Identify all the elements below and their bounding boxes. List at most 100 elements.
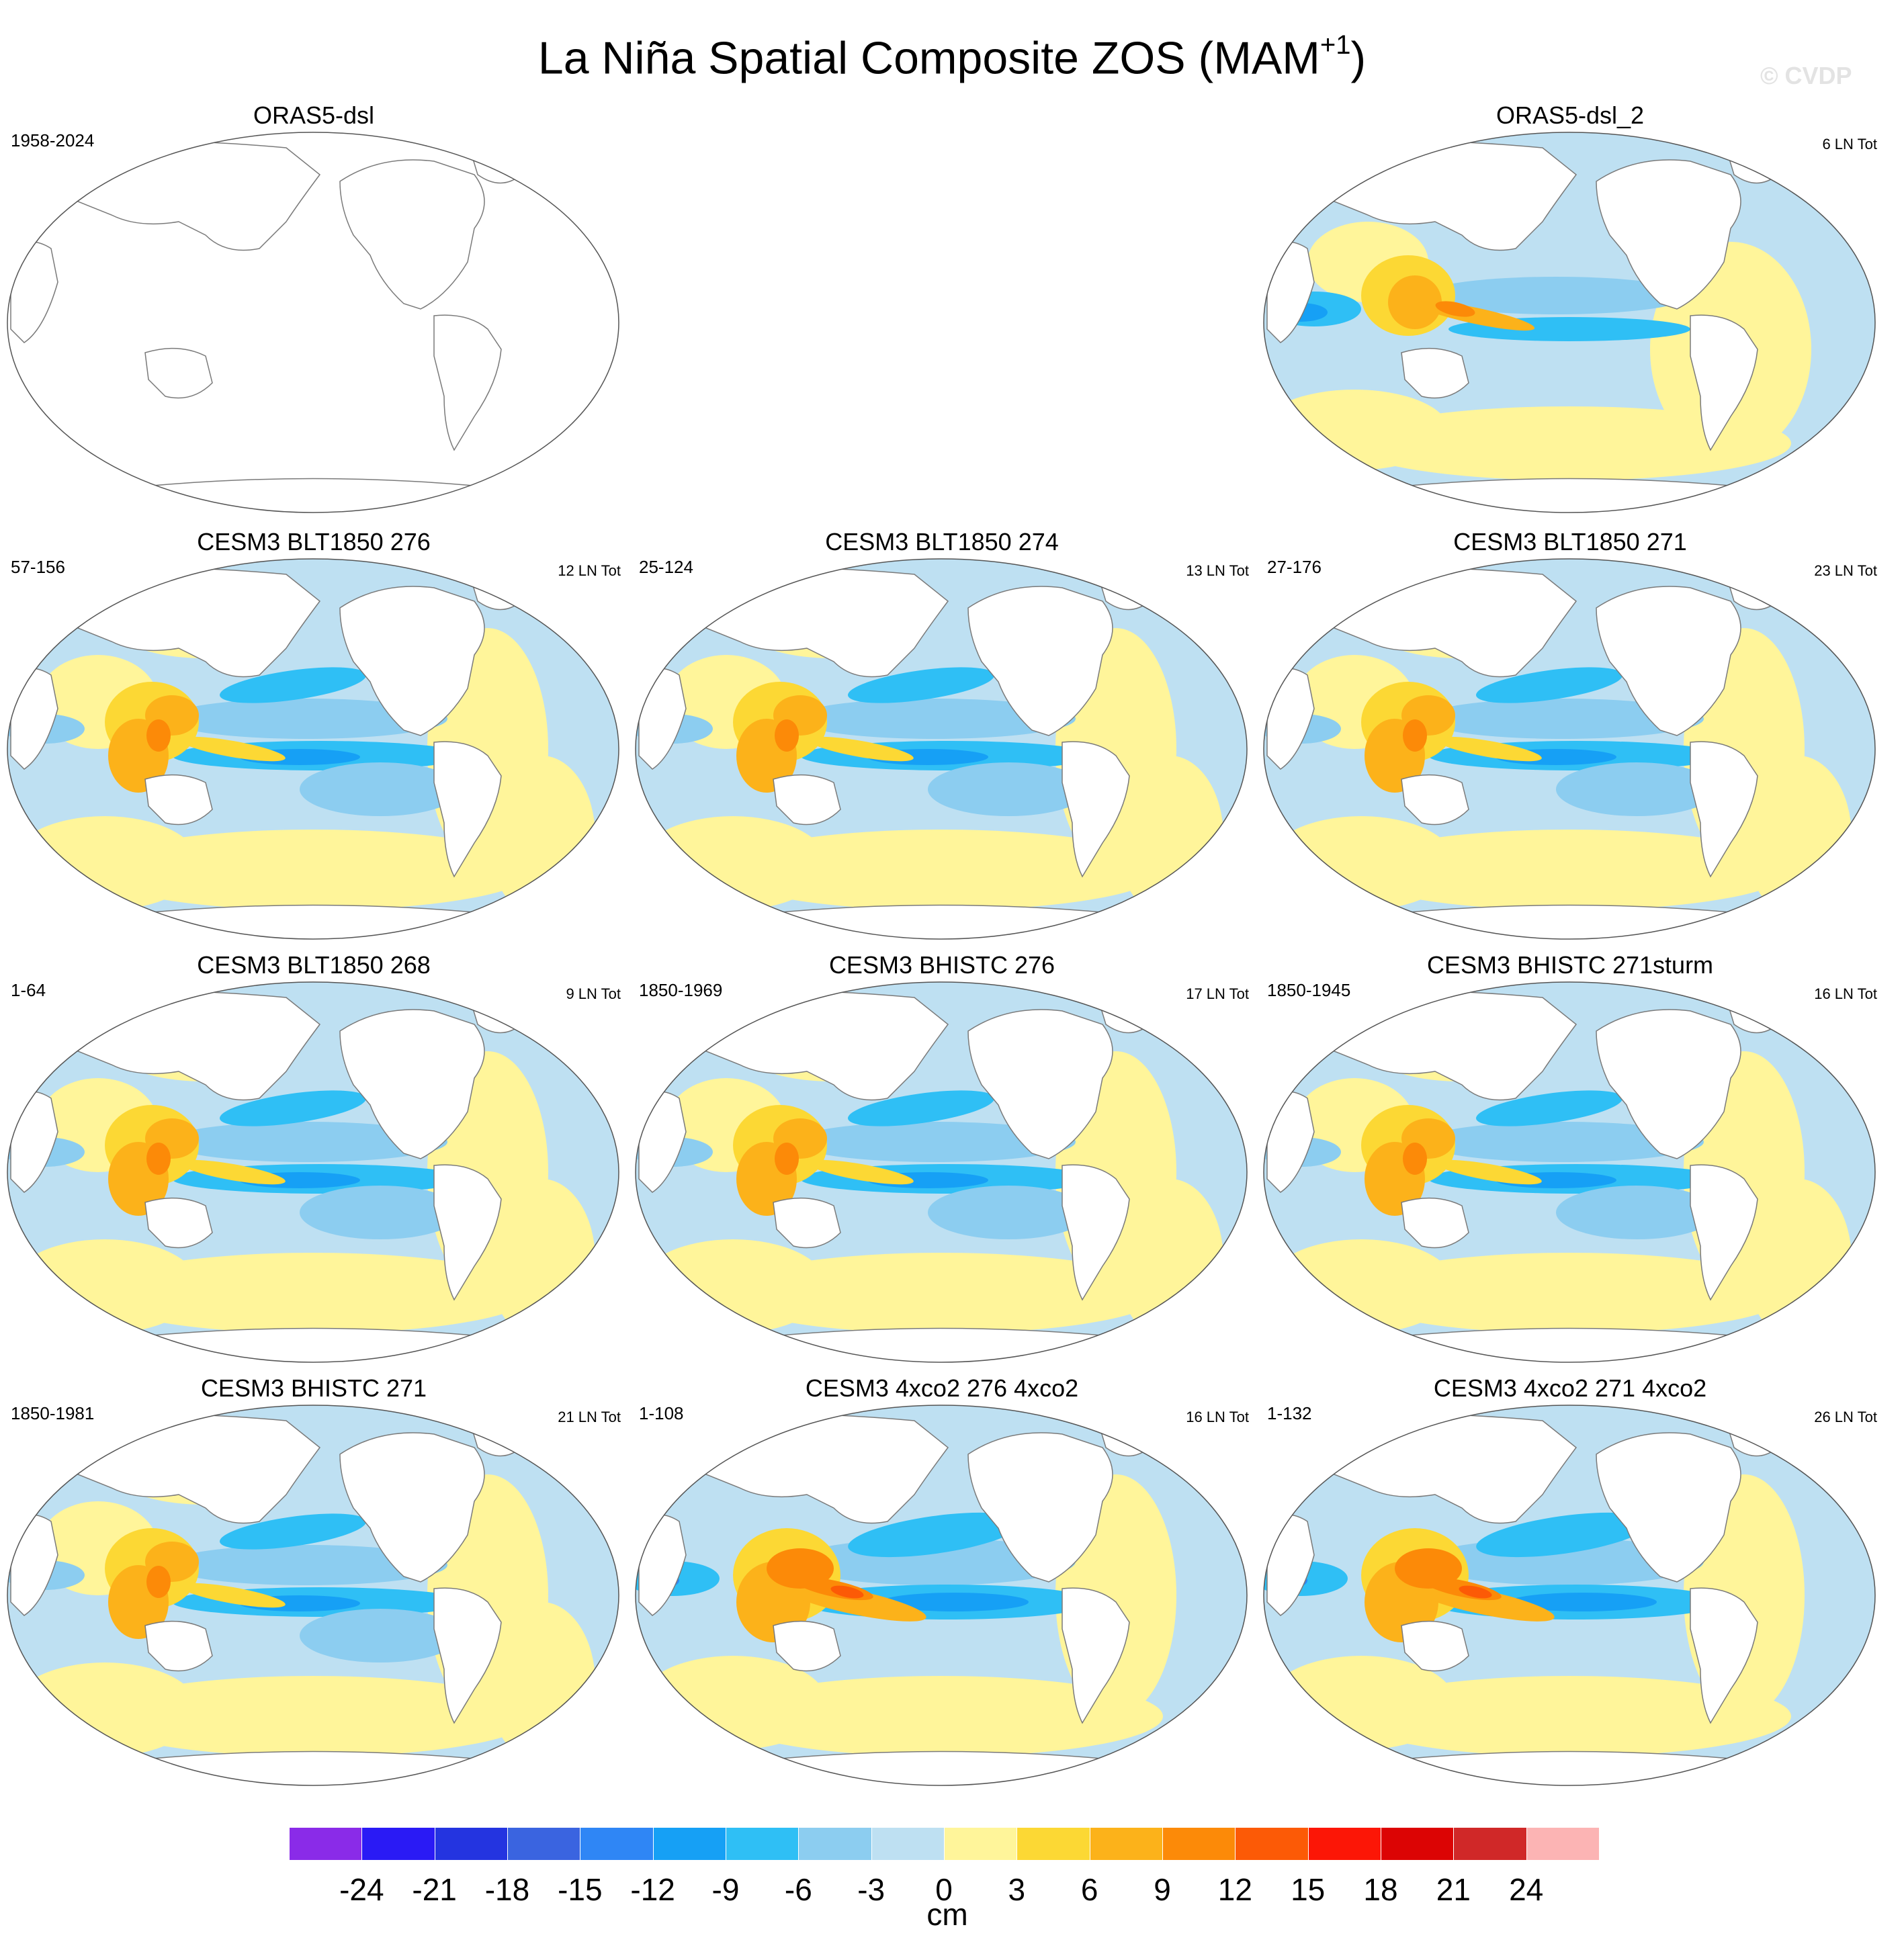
land-outline (467, 138, 529, 184)
panel-title: CESM3 BHISTC 271sturm (1426, 951, 1714, 979)
anomaly-region (488, 1179, 595, 1340)
map (1263, 558, 1876, 940)
anomaly-region (1395, 1548, 1462, 1589)
cvdp-watermark: © CVDP (1760, 62, 1852, 89)
anomaly-region (300, 1186, 461, 1239)
panel-period: 57-156 (11, 557, 65, 577)
anomaly-region (11, 1239, 199, 1333)
colorbar-swatch (725, 1827, 799, 1861)
colorbar-swatch (289, 1827, 362, 1861)
anomaly-region (720, 830, 1163, 910)
colorbar-tick-label: -3 (857, 1872, 885, 1907)
map (7, 1405, 619, 1786)
map-panel: CESM3 BLT1850 274 25-124 13 LN Tot (628, 527, 1256, 944)
map-border (1263, 1405, 1876, 1786)
anomaly-region (220, 667, 366, 703)
colorbar-swatch (1307, 1827, 1381, 1861)
anomaly-region (91, 1676, 535, 1757)
anomaly-region (146, 719, 171, 752)
anomaly-region (165, 1545, 447, 1585)
anomaly-region (300, 762, 461, 816)
panel-title: ORAS5-dsl (253, 101, 375, 129)
land-outline (967, 586, 1113, 736)
panel-title: CESM3 BLT1850 271 (1453, 528, 1687, 556)
map (1263, 132, 1876, 513)
map-panel: CESM3 BLT1850 276 57-156 12 LN Tot (0, 527, 628, 944)
land-outline (1401, 347, 1469, 399)
map-border (1263, 132, 1876, 513)
land-outline (1690, 741, 1758, 878)
colorbar-swatch (580, 1827, 653, 1861)
land-outline (10, 241, 58, 343)
panel-period: 1-108 (639, 1403, 684, 1423)
map (7, 558, 619, 940)
anomaly-region (179, 736, 286, 762)
panel-title: CESM3 4xco2 271 4xco2 (1433, 1374, 1707, 1402)
colorbar-tick-label: -24 (339, 1872, 384, 1907)
land-outline (705, 904, 1178, 939)
map-border (7, 981, 619, 1363)
anomaly-region (300, 1609, 461, 1662)
panel-period: 1850-1981 (11, 1403, 95, 1423)
anomaly-region (91, 1253, 535, 1333)
anomaly-region (11, 816, 199, 910)
anomaly-region (1422, 1122, 1704, 1162)
panel-period: 1-64 (11, 980, 46, 1000)
figure-title-text: La Niña Spatial Composite ZOS (MAM (537, 32, 1320, 84)
anomaly-region (767, 1548, 834, 1589)
colorbar-tick-label: -15 (558, 1872, 603, 1907)
anomaly-region (1436, 736, 1542, 762)
panel-count: 16 LN Tot (1186, 1409, 1249, 1425)
anomaly-region (1267, 816, 1455, 910)
land-outline (705, 1750, 1178, 1785)
figure-title: La Niña Spatial Composite ZOS (MAM+1) (0, 19, 1904, 89)
panel-title: CESM3 BLT1850 276 (197, 528, 431, 556)
map-panel: CESM3 BHISTC 271 1850-1981 21 LN Tot (0, 1374, 628, 1790)
figure-title-suffix: ) (1350, 32, 1367, 84)
land-outline (1596, 159, 1741, 310)
anomaly-region (1556, 1186, 1717, 1239)
anomaly-region (1422, 277, 1690, 314)
land-outline (1062, 1164, 1130, 1301)
colorbar-tick-label: -9 (711, 1872, 740, 1907)
panel-title: CESM3 BHISTC 271 (200, 1374, 427, 1402)
anomaly-region (793, 699, 1076, 739)
colorbar-tick-label: -6 (784, 1872, 812, 1907)
map-panel: CESM3 BHISTC 276 1850-1969 17 LN Tot (628, 950, 1256, 1367)
anomaly-region (881, 1593, 1029, 1611)
colorbar-swatch (507, 1827, 580, 1861)
map-border (1263, 558, 1876, 940)
panel-title: CESM3 BLT1850 274 (825, 528, 1059, 556)
panel-count: 16 LN Tot (1814, 985, 1877, 1002)
land-outline (1401, 1197, 1469, 1249)
panel-count: 6 LN Tot (1822, 136, 1877, 152)
colorbar-tick-label: -18 (484, 1872, 530, 1907)
colorbar-swatch (1089, 1827, 1162, 1861)
land-outline (1690, 1164, 1758, 1301)
land-outline (77, 478, 550, 513)
anomaly-region (1348, 1676, 1791, 1757)
colorbar-swatch (798, 1827, 871, 1861)
colorbar-swatch (943, 1827, 1017, 1861)
panel-period: 1-132 (1267, 1403, 1312, 1423)
colorbar-swatch (871, 1827, 944, 1861)
anomaly-region (146, 1566, 171, 1598)
panel-count: 21 LN Tot (558, 1409, 621, 1425)
panel-period: 1850-1945 (1267, 980, 1351, 1000)
anomaly-region (1509, 1593, 1657, 1611)
anomaly-region (1422, 699, 1704, 739)
map (635, 558, 1248, 940)
colorbar-tick-label: 12 (1217, 1872, 1252, 1907)
panel-period: 1850-1969 (639, 980, 723, 1000)
anomaly-region (1348, 1253, 1791, 1333)
anomaly-region (220, 1513, 366, 1550)
land-outline (433, 1164, 502, 1301)
land-outline (433, 314, 502, 451)
map-border (7, 558, 619, 940)
map (1263, 981, 1876, 1363)
anomaly-region (720, 1676, 1163, 1757)
anomaly-region (848, 667, 994, 703)
panel-period: 1958-2024 (11, 130, 95, 150)
panel-count: 26 LN Tot (1814, 1409, 1877, 1425)
land-outline (144, 1620, 213, 1672)
